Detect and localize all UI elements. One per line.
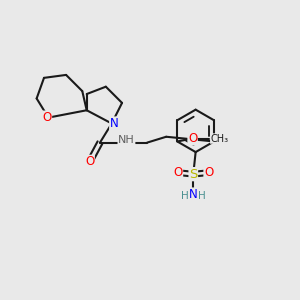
Text: H: H <box>198 190 206 201</box>
Text: O: O <box>188 132 197 145</box>
Text: N: N <box>110 117 118 130</box>
Text: O: O <box>42 111 52 124</box>
Text: N: N <box>189 188 198 201</box>
Text: S: S <box>189 168 197 181</box>
Text: O: O <box>173 166 183 179</box>
Text: H: H <box>181 190 189 201</box>
Text: O: O <box>204 166 213 179</box>
Text: NH: NH <box>118 135 135 145</box>
Text: O: O <box>85 155 94 168</box>
Text: CH₃: CH₃ <box>210 134 228 143</box>
